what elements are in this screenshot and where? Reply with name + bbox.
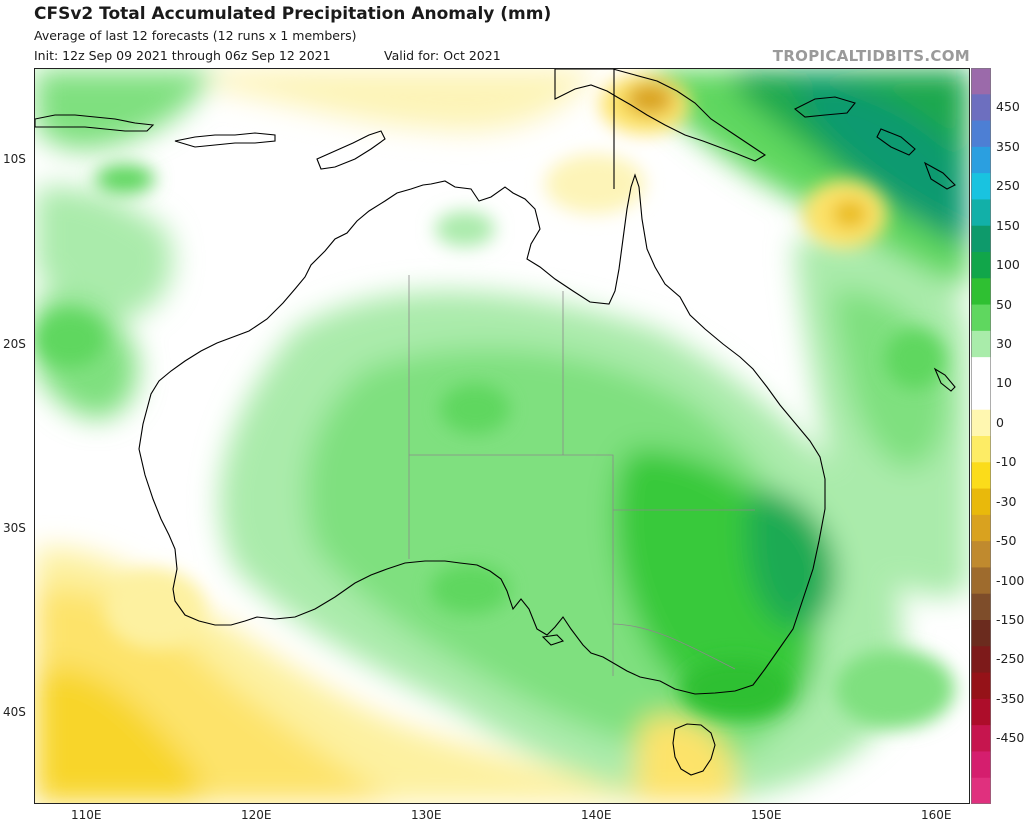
new-britain [793, 96, 856, 118]
colorbar-label: 150 [996, 217, 1020, 233]
chart-subtitle: Average of last 12 forecasts (12 runs x … [34, 28, 357, 43]
colorbar-swatch [971, 541, 991, 569]
colorbar-swatch [971, 488, 991, 516]
anomaly-field-broad [35, 69, 969, 803]
colorbar-swatch [971, 225, 991, 253]
colorbar-label: -250 [996, 651, 1024, 667]
colorbar-label: -450 [996, 730, 1024, 746]
colorbar-label: 30 [996, 336, 1012, 351]
colorbar-swatch [971, 68, 991, 95]
colorbar-border [971, 68, 991, 804]
colorbar-swatch [971, 357, 991, 385]
colorbar-swatch [971, 567, 991, 595]
colorbar-label: 0 [996, 414, 1004, 430]
chart-title: CFSv2 Total Accumulated Precipitation An… [34, 4, 552, 24]
colorbar-swatch [971, 514, 991, 542]
precipitation-anomaly-map [34, 68, 970, 804]
colorbar-label: 250 [996, 178, 1020, 194]
colorbar-label: 450 [996, 99, 1020, 115]
colorbar-label: -10 [996, 454, 1017, 470]
australia-coastline [138, 173, 826, 695]
lon-label-120e: 120E [241, 808, 272, 822]
colorbar-label: -350 [996, 690, 1024, 706]
colorbar-swatch [971, 304, 991, 332]
solomon-islands [876, 128, 956, 190]
timor-coastline [316, 130, 386, 170]
new-caledonia [933, 367, 956, 392]
colorbar-label: 350 [996, 138, 1020, 154]
colorbar-label: -50 [996, 533, 1017, 549]
colorbar-swatch [971, 593, 991, 621]
colorbar-swatch [971, 751, 991, 779]
tasmania-coastline [672, 723, 716, 776]
new-guinea-coastline [554, 69, 767, 162]
colorbar-swatch [971, 383, 991, 411]
colorbar-swatch [971, 173, 991, 201]
colorbar-swatch [971, 698, 991, 726]
colorbar-swatch [971, 409, 991, 437]
colorbar [971, 68, 991, 804]
colorbar-swatch [971, 462, 991, 490]
lat-label-30s: 30S [3, 521, 26, 535]
colorbar-swatch [971, 330, 991, 358]
lat-label-20s: 20S [3, 337, 26, 351]
java-bali [35, 114, 155, 132]
map-canvas [35, 69, 969, 803]
colorbar-swatch [971, 199, 991, 227]
sumba-flores [174, 132, 276, 148]
lat-label-40s: 40S [3, 705, 26, 719]
colorbar-swatch [971, 777, 991, 804]
colorbar-swatch [971, 436, 991, 463]
init-time: Init: 12z Sep 09 2021 through 06z Sep 12… [34, 48, 331, 63]
colorbar-swatch [971, 94, 991, 122]
colorbar-swatch [971, 146, 991, 174]
colorbar-swatch [971, 646, 991, 674]
colorbar-swatch [971, 120, 991, 148]
brand-watermark: TROPICALTIDBITS.COM [772, 47, 970, 65]
lon-label-110e: 110E [71, 808, 102, 822]
colorbar-swatch [971, 278, 991, 306]
valid-time: Valid for: Oct 2021 [384, 48, 501, 63]
lon-label-140e: 140E [581, 808, 612, 822]
lon-label-150e: 150E [751, 808, 782, 822]
anomaly-field-detail [35, 74, 955, 729]
kangaroo-island [541, 634, 565, 646]
lat-label-10s: 10S [3, 152, 26, 166]
colorbar-label: -150 [996, 612, 1024, 627]
colorbar-label: 10 [996, 375, 1012, 391]
colorbar-label: 100 [996, 257, 1020, 273]
state-borders [408, 275, 755, 676]
colorbar-swatch [971, 620, 991, 647]
colorbar-swatch [971, 252, 991, 279]
coastlines [35, 69, 956, 776]
lon-label-130e: 130E [411, 808, 442, 822]
colorbar-swatch [971, 725, 991, 753]
colorbar-label: -30 [996, 493, 1017, 509]
lon-label-160e: 160E [921, 808, 952, 822]
colorbar-label: 50 [996, 296, 1012, 312]
colorbar-swatch [971, 672, 991, 700]
colorbar-label: -100 [996, 572, 1024, 588]
